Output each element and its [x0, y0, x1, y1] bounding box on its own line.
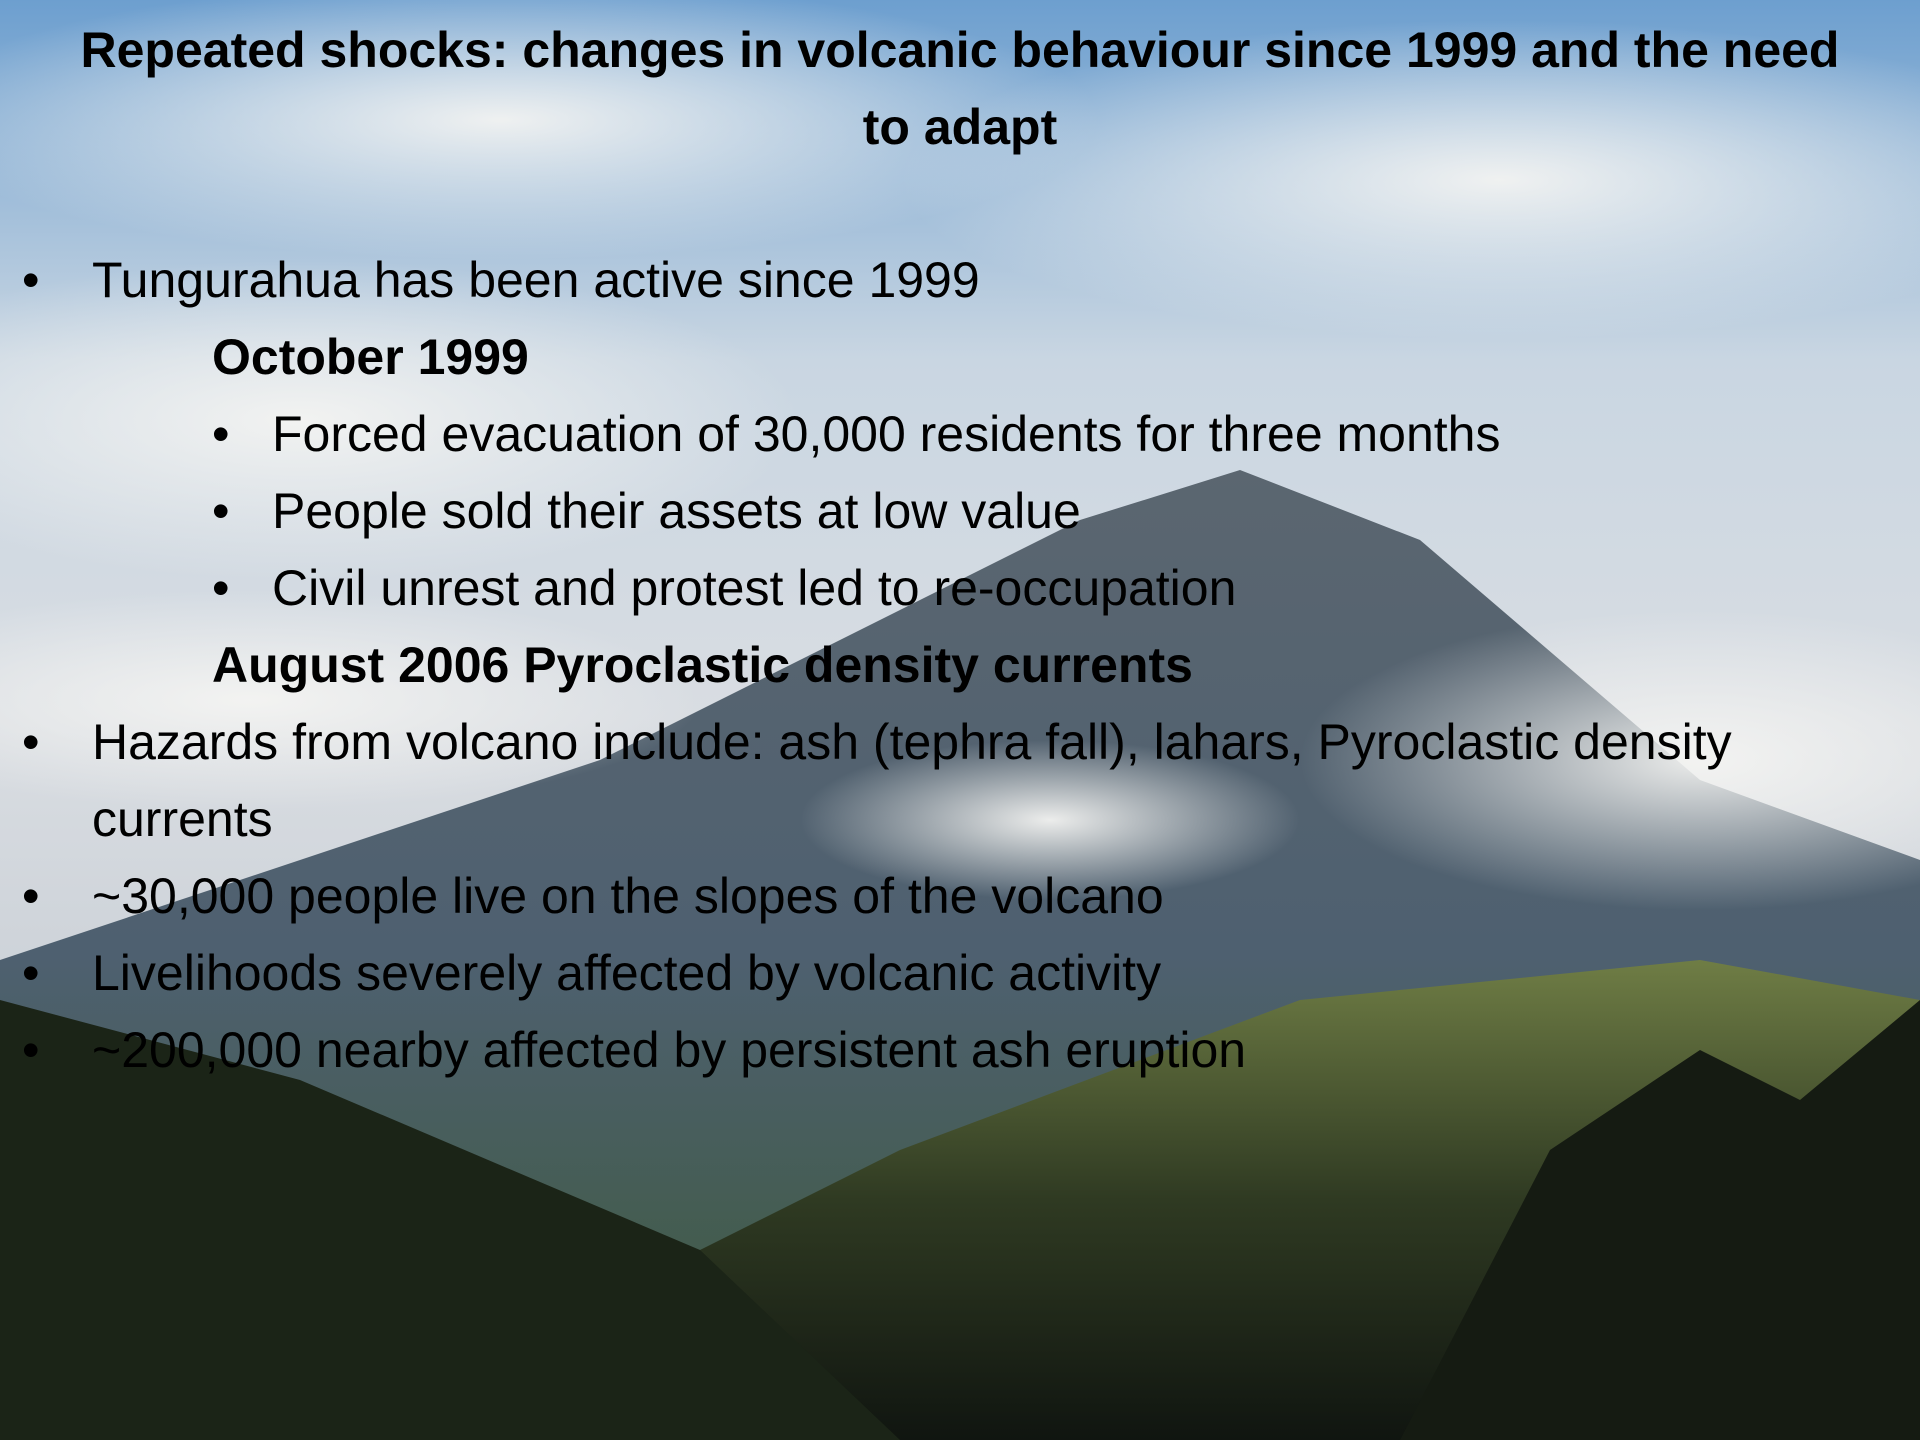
bullet: Hazards from volcano include: ash (tephr… [0, 704, 1900, 858]
bullet-list: Tungurahua has been active since 1999 Oc… [0, 242, 1900, 1089]
bullet: ~30,000 people live on the slopes of the… [0, 858, 1900, 935]
sub-bullet: Civil unrest and protest led to re-occup… [0, 550, 1900, 627]
bullet: Livelihoods severely affected by volcani… [0, 935, 1900, 1012]
sub-bullet: Forced evacuation of 30,000 residents fo… [0, 396, 1900, 473]
event-heading: October 1999 [212, 329, 529, 385]
event-heading: August 2006 Pyroclastic density currents [212, 637, 1193, 693]
sub-bullet: People sold their assets at low value [0, 473, 1900, 550]
bullet: Tungurahua has been active since 1999 [0, 242, 1900, 319]
bullet: ~200,000 nearby affected by persistent a… [0, 1012, 1900, 1089]
slide-title: Repeated shocks: changes in volcanic beh… [80, 22, 1840, 155]
